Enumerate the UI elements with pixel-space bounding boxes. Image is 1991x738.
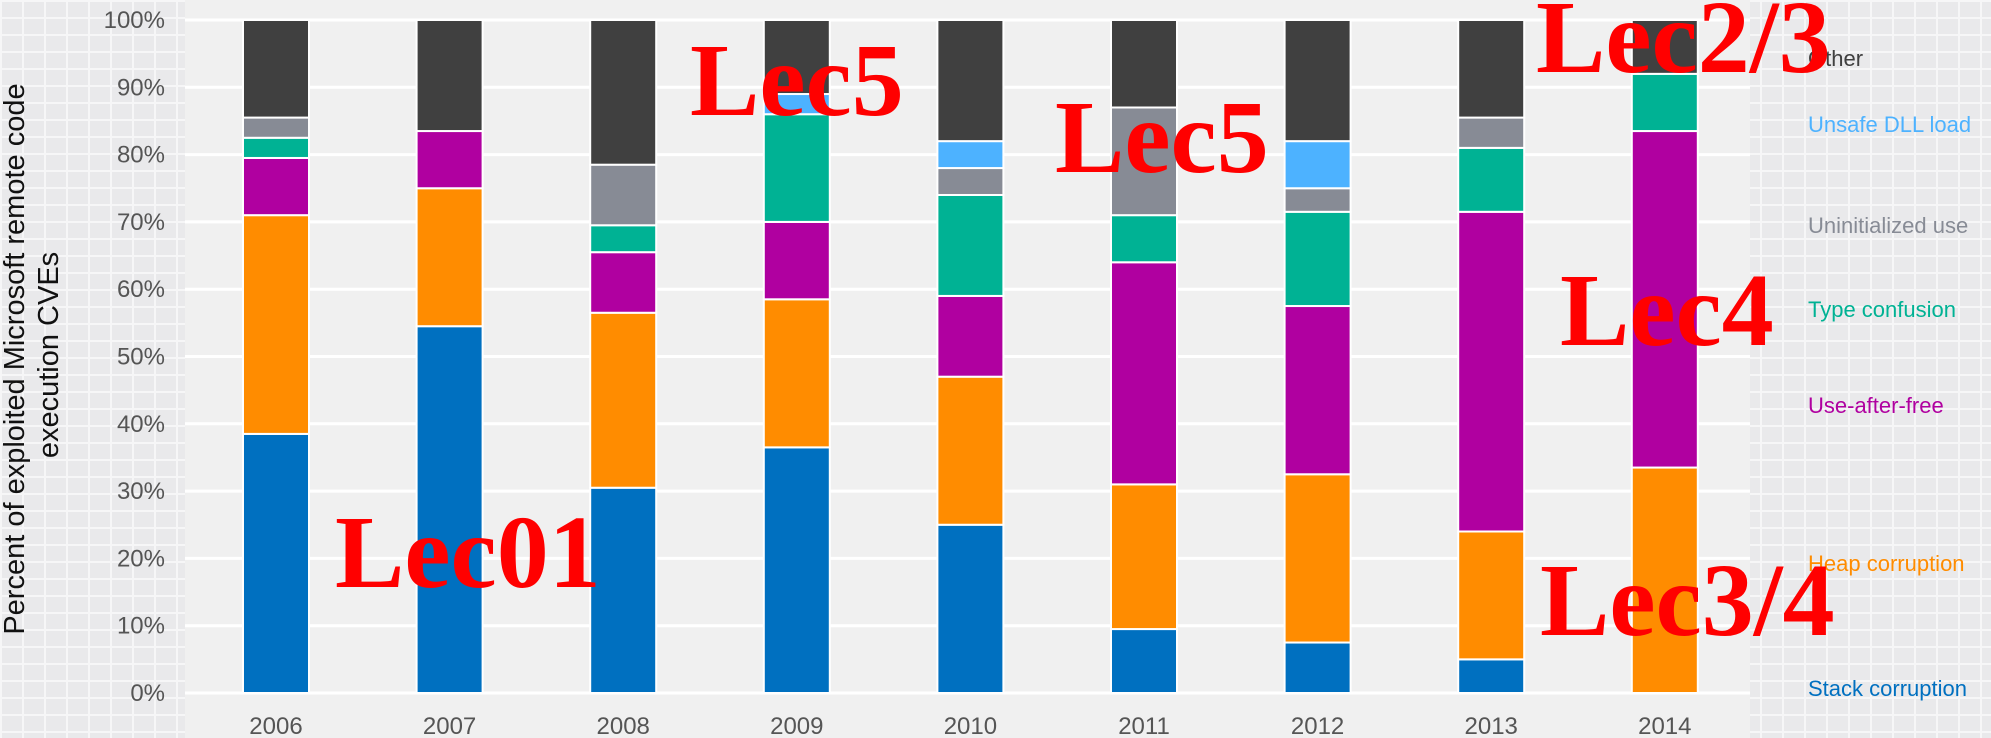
bar-segment	[415, 19, 484, 133]
bar-segment	[589, 311, 658, 489]
y-tick-label: 30%	[117, 478, 165, 505]
y-tick-label: 70%	[117, 209, 165, 236]
bar-segment	[1630, 72, 1699, 133]
annotation-label: Lec5	[1055, 80, 1269, 195]
bar-segment	[242, 214, 310, 435]
bar-segment	[1283, 305, 1352, 476]
bar-segment	[936, 19, 1005, 143]
bar-segment	[242, 432, 310, 694]
x-tick-label: 2013	[1465, 713, 1518, 738]
x-axis-ticks: 2006 2007 2008 2009 2010 2011 2012 2013 2014	[249, 713, 1691, 738]
x-tick-label: 2008	[597, 713, 650, 738]
x-tick-label: 2012	[1291, 713, 1344, 738]
bar-segment	[1283, 187, 1352, 213]
bars	[242, 19, 1699, 695]
bar-segment	[415, 325, 484, 694]
bar-segment	[589, 251, 658, 314]
x-tick-label: 2010	[944, 713, 997, 738]
bar-segment	[1630, 19, 1699, 75]
bar-segment	[762, 19, 831, 96]
bar-segment	[1457, 19, 1526, 119]
bar-segment	[1110, 628, 1178, 695]
bar-segment	[762, 113, 831, 223]
bar-segment	[242, 156, 310, 217]
legend: Stack corruption Heap corruption Use-after…	[1808, 46, 1971, 701]
bar-segment	[1110, 214, 1178, 264]
x-tick-label: 2014	[1638, 713, 1691, 738]
y-tick-label: 40%	[117, 411, 165, 438]
annotation-label: Lec01	[335, 495, 601, 610]
bar-segment	[1457, 658, 1526, 694]
legend-entry: Type confusion	[1808, 297, 1956, 322]
bar-segment	[936, 193, 1005, 297]
bar-segment	[589, 19, 658, 166]
legend-entry: Stack corruption	[1808, 676, 1967, 701]
legend-entry: Uninitialized use	[1808, 213, 1968, 238]
y-tick-label: 20%	[117, 545, 165, 572]
y-axis-title: Percent of exploited Microsoft remote co…	[0, 75, 65, 634]
bar-segment	[762, 446, 831, 695]
x-tick-label: 2011	[1118, 713, 1170, 738]
annotation-label: Lec4	[1560, 253, 1774, 368]
legend-entry: Other	[1808, 46, 1863, 71]
bar-segment	[1283, 210, 1352, 308]
bar-segment	[1110, 106, 1178, 217]
legend-entry: Heap corruption	[1808, 551, 1965, 576]
bar-segment	[1457, 146, 1526, 213]
bar-segment	[242, 116, 310, 139]
lecture-annotations: Lec01 Lec5 Lec5 Lec2/3 Lec4 Lec3/4	[335, 0, 1835, 658]
y-tick-label: 90%	[117, 74, 165, 101]
y-tick-label: 100%	[104, 7, 165, 34]
bar-segment	[936, 167, 1005, 196]
x-tick-label: 2009	[770, 713, 823, 738]
bar-segment	[242, 136, 310, 159]
bar-segment	[762, 298, 831, 449]
x-tick-label: 2007	[423, 713, 476, 738]
x-tick-label: 2006	[249, 713, 302, 738]
bar-segment	[1110, 483, 1178, 631]
annotation-label: Lec3/4	[1540, 543, 1835, 658]
bar-segment	[415, 130, 484, 190]
bar-segment	[242, 19, 310, 119]
bar-segment	[936, 375, 1005, 526]
legend-entry: Unsafe DLL load	[1808, 112, 1971, 137]
y-tick-label: 0%	[130, 680, 165, 707]
y-axis-title-line-1: Percent of exploited Microsoft remote co…	[0, 83, 31, 634]
bar-segment	[589, 224, 658, 254]
bar-segment	[589, 486, 658, 694]
y-axis-ticks: 0% 10% 20% 30% 40% 50% 60% 70% 80% 90% 100%	[104, 7, 165, 707]
bar-segment	[1283, 140, 1352, 190]
bar-segment	[589, 163, 658, 227]
y-tick-label: 50%	[117, 344, 165, 371]
bar-segment	[936, 523, 1005, 694]
y-axis-title-line-2: execution CVEs	[33, 252, 65, 458]
bar-segment	[1457, 116, 1526, 149]
bar-segment	[1457, 530, 1526, 661]
bar-segment	[1457, 210, 1526, 533]
legend-entry: Use-after-free	[1808, 393, 1944, 418]
bar-segment	[1630, 130, 1699, 469]
bar-segment	[415, 187, 484, 328]
annotation-label: Lec2/3	[1536, 0, 1831, 95]
y-tick-label: 80%	[117, 142, 165, 169]
annotation-label: Lec5	[690, 23, 904, 138]
bar-segment	[1283, 473, 1352, 644]
bar-segment	[1283, 19, 1352, 143]
bar-segment	[762, 220, 831, 301]
bar-segment	[936, 294, 1005, 378]
bar-segment	[1110, 19, 1178, 109]
bar-segment	[1110, 261, 1178, 486]
bar-segment	[1283, 641, 1352, 695]
bar-segment	[936, 140, 1005, 170]
y-tick-label: 60%	[117, 276, 165, 303]
y-tick-label: 10%	[117, 613, 165, 640]
